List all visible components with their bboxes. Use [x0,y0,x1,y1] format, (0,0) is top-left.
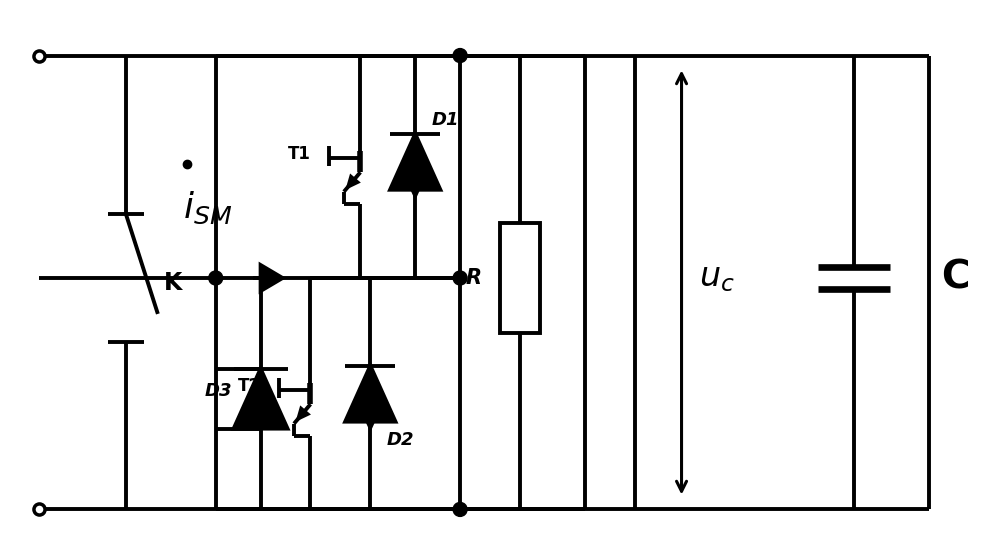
Polygon shape [345,366,395,422]
Text: $u_c$: $u_c$ [699,261,735,295]
Polygon shape [234,369,288,428]
Polygon shape [261,265,283,291]
Text: D2: D2 [387,431,414,448]
Circle shape [453,49,467,63]
Polygon shape [360,406,380,427]
Circle shape [453,271,467,285]
Text: D3: D3 [205,382,232,400]
Polygon shape [390,134,440,190]
Circle shape [453,502,467,516]
FancyBboxPatch shape [500,223,540,333]
Text: C: C [941,259,969,297]
Polygon shape [405,174,425,196]
Polygon shape [348,177,357,186]
Circle shape [209,271,223,285]
Text: T2: T2 [238,377,261,395]
Text: T1: T1 [288,145,310,163]
Text: $i_{SM}$: $i_{SM}$ [183,190,232,226]
Text: K: K [164,271,182,295]
Text: R: R [466,268,482,288]
Polygon shape [299,409,307,418]
Text: D1: D1 [431,111,459,129]
